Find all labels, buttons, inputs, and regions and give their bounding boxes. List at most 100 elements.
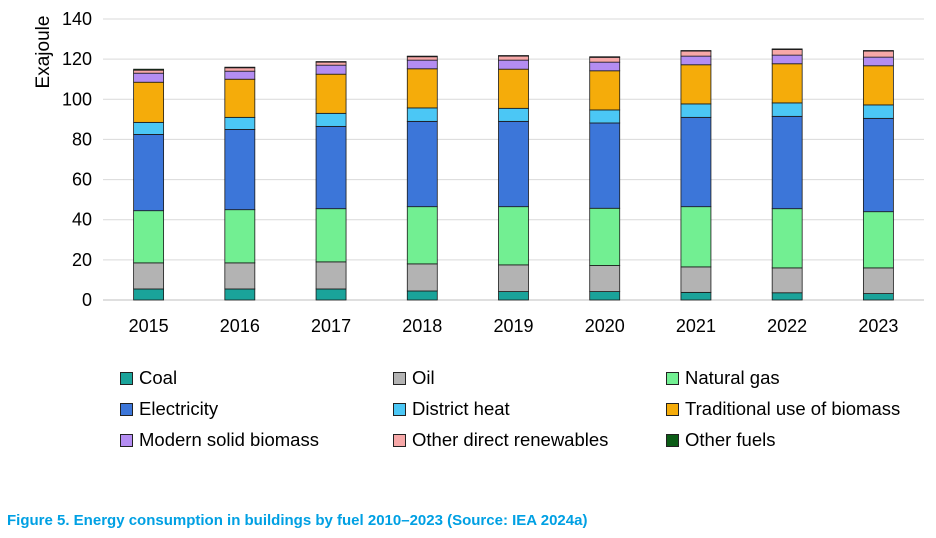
legend-item: Electricity <box>120 397 393 421</box>
bar-segment-oil-2015 <box>133 262 165 290</box>
legend-label: Oil <box>412 367 435 388</box>
y-tick-label: 0 <box>82 290 92 310</box>
bar-segment-district-heat-2018 <box>406 107 438 122</box>
bar-segment-other-direct-renewables-2023 <box>862 50 894 58</box>
bar-segment-other-direct-renewables-2022 <box>771 49 803 56</box>
bar-segment-traditional-use-of-biomass-2021 <box>680 64 712 105</box>
legend-swatch <box>120 371 133 385</box>
legend-label: Coal <box>139 367 178 388</box>
legend-swatch <box>666 371 679 385</box>
x-tick-label: 2018 <box>402 316 442 336</box>
bar-segment-traditional-use-of-biomass-2017 <box>315 73 347 114</box>
x-tick-label: 2020 <box>585 316 625 336</box>
legend-item: Coal <box>120 366 393 390</box>
bar-segment-modern-solid-biomass-2018 <box>406 59 438 70</box>
bar-segment-electricity-2018 <box>406 120 438 208</box>
x-tick-label: 2016 <box>220 316 260 336</box>
bar-segment-natural-gas-2022 <box>771 208 803 269</box>
bar-segment-other-direct-renewables-2018 <box>406 56 438 61</box>
bar-segment-traditional-use-of-biomass-2023 <box>862 65 894 106</box>
bar-segment-other-direct-renewables-2016 <box>224 67 256 72</box>
legend-item: Traditional use of biomass <box>666 397 930 421</box>
legend-label: Other fuels <box>685 429 776 450</box>
bars <box>133 48 894 301</box>
bar-segment-district-heat-2017 <box>315 112 347 127</box>
bar-segment-district-heat-2020 <box>589 109 621 124</box>
bar-segment-coal-2023 <box>862 293 894 301</box>
bar-segment-electricity-2016 <box>224 128 256 211</box>
x-tick-label: 2022 <box>767 316 807 336</box>
legend-label: Other direct renewables <box>412 429 609 450</box>
bar-segment-oil-2023 <box>862 267 894 294</box>
legend-item: Oil <box>393 366 666 390</box>
bar-segment-natural-gas-2017 <box>315 208 347 263</box>
legend-item: Other fuels <box>666 428 930 452</box>
bar-segment-coal-2017 <box>315 288 347 301</box>
bar-segment-other-direct-renewables-2019 <box>498 55 529 61</box>
bar-segment-coal-2015 <box>133 288 165 301</box>
y-axis-label: Exajoule <box>33 16 54 89</box>
bar-segment-natural-gas-2016 <box>224 209 256 264</box>
bar-segment-oil-2022 <box>771 267 803 294</box>
bar-segment-coal-2016 <box>224 288 256 301</box>
bar-segment-modern-solid-biomass-2020 <box>589 61 621 72</box>
legend-swatch <box>393 433 406 447</box>
bar-segment-modern-solid-biomass-2019 <box>498 59 529 70</box>
bar-segment-electricity-2017 <box>315 125 347 210</box>
x-tick-label: 2021 <box>676 316 716 336</box>
x-tick-label: 2023 <box>858 316 898 336</box>
legend-label: Modern solid biomass <box>139 429 319 450</box>
bar-segment-traditional-use-of-biomass-2018 <box>406 68 438 109</box>
bar-segment-district-heat-2015 <box>133 121 165 135</box>
bar-segment-electricity-2022 <box>771 115 803 210</box>
bar-segment-district-heat-2022 <box>771 102 803 117</box>
bar-segment-other-fuels-2021 <box>680 50 712 52</box>
bar-segment-coal-2022 <box>771 292 803 301</box>
bar-segment-natural-gas-2021 <box>680 206 712 268</box>
bar-segment-oil-2016 <box>224 262 256 290</box>
bar-segment-district-heat-2016 <box>224 116 256 130</box>
x-axis-ticks: 2015 2016 2017 2018 2019 2020 2021 2022 2023 <box>129 316 899 336</box>
bar-segment-other-fuels-2019 <box>498 55 529 57</box>
legend-label: Natural gas <box>685 367 780 388</box>
bar-segment-coal-2021 <box>680 291 712 301</box>
x-tick-label: 2019 <box>493 316 533 336</box>
legend-label: District heat <box>412 398 510 419</box>
bar-segment-natural-gas-2020 <box>589 207 621 266</box>
bar-segment-natural-gas-2018 <box>406 206 438 265</box>
y-tick-label: 100 <box>62 89 92 109</box>
legend-item: Other direct renewables <box>393 428 666 452</box>
legend-label: Electricity <box>139 398 219 419</box>
bar-segment-other-direct-renewables-2015 <box>133 69 165 74</box>
legend-label: Traditional use of biomass <box>685 398 901 419</box>
bar-segment-modern-solid-biomass-2016 <box>224 70 256 80</box>
y-tick-label: 140 <box>62 9 92 29</box>
bar-segment-oil-2020 <box>589 265 621 292</box>
legend-item: Modern solid biomass <box>120 428 393 452</box>
bar-segment-natural-gas-2023 <box>862 211 894 269</box>
bar-segment-coal-2020 <box>589 291 621 301</box>
bar-segment-traditional-use-of-biomass-2019 <box>498 68 529 109</box>
bar-segment-oil-2021 <box>680 266 712 293</box>
legend-swatch <box>393 371 406 385</box>
bar-segment-district-heat-2021 <box>680 103 712 118</box>
bar-segment-traditional-use-of-biomass-2015 <box>133 81 165 123</box>
y-tick-label: 120 <box>62 49 92 69</box>
bar-segment-other-fuels-2023 <box>862 50 894 52</box>
legend-swatch <box>393 402 406 416</box>
y-axis-ticks: 0 20 40 60 80 100 120 140 <box>62 9 92 310</box>
bar-segment-oil-2017 <box>315 261 347 290</box>
bar-segment-electricity-2019 <box>498 120 529 208</box>
bar-segment-other-fuels-2016 <box>224 66 256 69</box>
legend-swatch <box>666 402 679 416</box>
bar-segment-traditional-use-of-biomass-2022 <box>771 63 803 104</box>
bar-segment-other-direct-renewables-2020 <box>589 56 621 63</box>
bar-segment-other-fuels-2020 <box>589 56 621 58</box>
bar-segment-electricity-2021 <box>680 116 712 208</box>
figure-caption: Figure 5. Energy consumption in building… <box>7 512 588 529</box>
y-tick-label: 80 <box>72 129 92 149</box>
bar-segment-coal-2019 <box>498 291 529 301</box>
bar-segment-modern-solid-biomass-2015 <box>133 72 165 83</box>
legend: Coal Oil Natural gas Electricity District he… <box>120 366 930 452</box>
